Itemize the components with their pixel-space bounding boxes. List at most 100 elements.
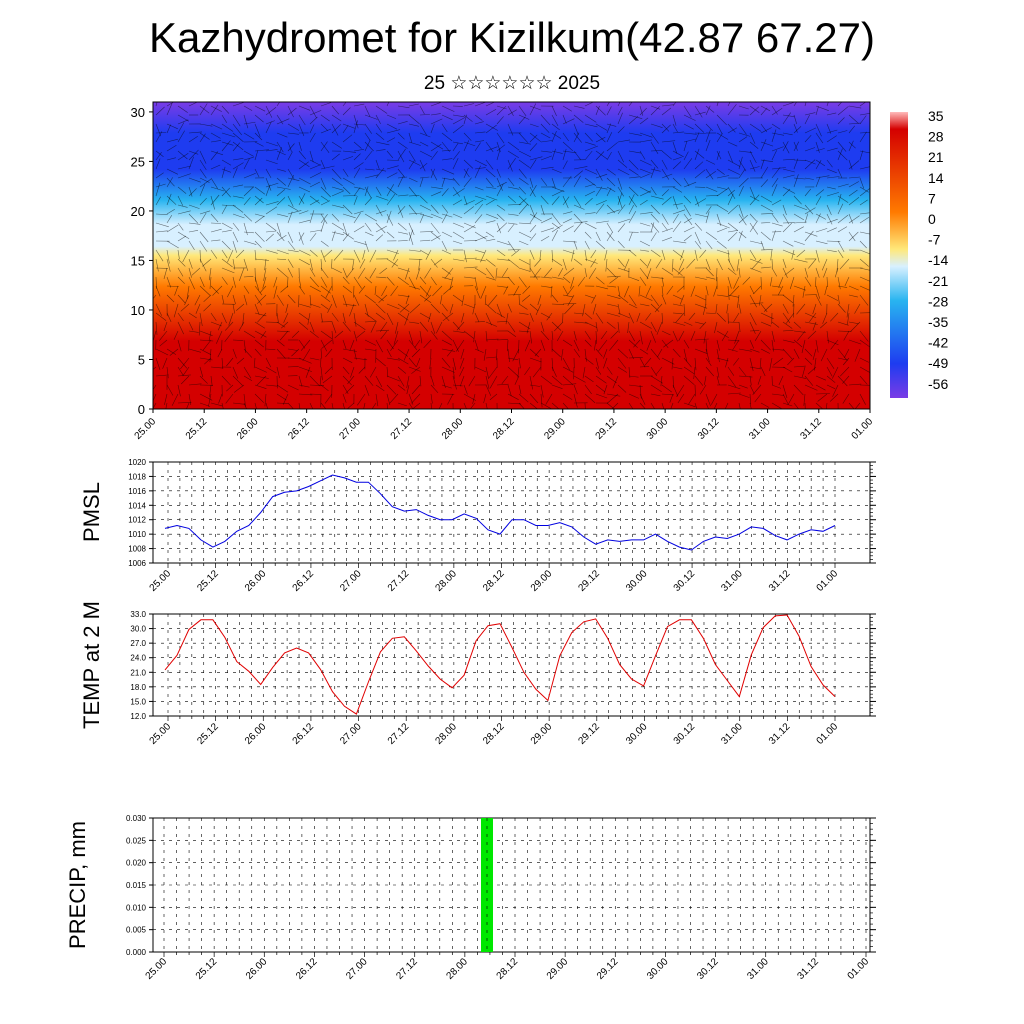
temp-y-tick-label: 18.0 [130, 683, 146, 692]
heatmap-x-tick-label: 29.00 [542, 416, 568, 442]
pmsl-x-tick-label: 27.00 [338, 568, 364, 594]
temp-y-tick-label: 24.0 [130, 654, 146, 663]
temp-x-tick-label: 26.00 [243, 721, 269, 747]
precip-y-tick-label: 0.000 [126, 948, 147, 957]
precip-ylabel: PRECIP, mm [65, 821, 90, 949]
temp-x-tick-label: 31.12 [767, 721, 793, 747]
colorbar [890, 112, 908, 398]
pmsl-y-tick-label: 1014 [128, 501, 146, 510]
precip-x-tick-label: 27.12 [394, 956, 420, 982]
chart-title: Kazhydromet for Kizilkum(42.87 67.27) [149, 14, 875, 61]
temp-x-tick-label: 30.00 [624, 721, 650, 747]
heatmap-x-tick-label: 27.12 [389, 416, 415, 442]
pmsl-y-tick-label: 1008 [128, 545, 146, 554]
pmsl-x-tick-label: 26.00 [243, 568, 269, 594]
colorbar-label: -28 [928, 293, 948, 309]
temp-y-tick-label: 21.0 [130, 668, 146, 677]
precip-x-tick-label: 28.00 [445, 956, 471, 982]
temp-x-tick-label: 27.00 [338, 721, 364, 747]
colorbar-label: 0 [928, 211, 936, 227]
temp-y-tick-label: 33.0 [130, 610, 146, 619]
temp-ylabel: TEMP at 2 M [79, 601, 104, 729]
pmsl-x-tick-label: 30.12 [672, 568, 698, 594]
precip-y-tick-label: 0.010 [126, 903, 147, 912]
precip-y-tick-label: 0.025 [126, 836, 147, 845]
heatmap-y-tick-label: 10 [131, 303, 145, 318]
pmsl-x-tick-label: 28.00 [434, 568, 460, 594]
pmsl-x-tick-label: 31.12 [767, 568, 793, 594]
precip-x-tick-label: 26.00 [244, 956, 270, 982]
pmsl-frame [152, 461, 871, 564]
colorbar-label: 28 [928, 129, 944, 145]
temp-y-tick-label: 12.0 [130, 712, 146, 721]
temp-y-tick-label: 15.0 [130, 697, 146, 706]
pmsl-x-tick-label: 01.00 [815, 568, 841, 594]
heatmap-x-tick-label: 31.00 [747, 416, 773, 442]
pmsl-x-tick-label: 27.12 [386, 568, 412, 594]
heatmap-x-tick-label: 01.00 [850, 416, 876, 442]
colorbar-label: -21 [928, 273, 948, 289]
precip-frame [152, 817, 871, 953]
heatmap-y-tick-label: 5 [138, 352, 145, 367]
temp-x-tick-label: 30.12 [672, 721, 698, 747]
temp-x-tick-label: 29.12 [576, 721, 602, 747]
pmsl-x-tick-label: 29.00 [529, 568, 555, 594]
temp-x-tick-label: 27.12 [386, 721, 412, 747]
heatmap-x-tick-label: 30.00 [645, 416, 671, 442]
precip-x-tick-label: 27.00 [344, 956, 370, 982]
temp-x-tick-label: 25.12 [195, 721, 221, 747]
heatmap-x-tick-label: 28.00 [440, 416, 466, 442]
pmsl-x-tick-label: 29.12 [576, 568, 602, 594]
heatmap-x-tick-label: 25.00 [133, 416, 159, 442]
temp-x-tick-label: 31.00 [719, 721, 745, 747]
colorbar-label: -49 [928, 355, 948, 371]
precip-y-tick-label: 0.015 [126, 881, 147, 890]
temp-x-tick-label: 28.00 [434, 721, 460, 747]
colorbar-label: 7 [928, 190, 936, 206]
pmsl-ylabel: PMSL [79, 482, 104, 542]
heatmap-y-tick-label: 30 [131, 105, 145, 120]
pmsl-y-tick-label: 1006 [128, 559, 146, 568]
temp-x-tick-label: 01.00 [815, 721, 841, 747]
heatmap-x-tick-label: 26.12 [286, 416, 312, 442]
precip-y-tick-label: 0.030 [126, 814, 147, 823]
precip-x-tick-label: 28.12 [495, 956, 521, 982]
pmsl-x-tick-label: 25.12 [195, 568, 221, 594]
colorbar-label: 14 [928, 170, 944, 186]
temp-y-tick-label: 30.0 [130, 625, 146, 634]
temp-y-tick-label: 27.0 [130, 639, 146, 648]
temp-x-tick-label: 28.12 [481, 721, 507, 747]
heatmap-y-tick-label: 20 [131, 204, 145, 219]
colorbar-label: -7 [928, 232, 941, 248]
chart-subtitle: 25 ☆☆☆☆☆☆ 2025 [423, 73, 601, 94]
precip-y-tick-label: 0.020 [126, 859, 147, 868]
temp-x-tick-label: 26.12 [291, 721, 317, 747]
precip-x-tick-label: 31.00 [745, 956, 771, 982]
colorbar-label: -56 [928, 376, 948, 392]
colorbar-label: 35 [928, 108, 944, 124]
precip-x-tick-label: 29.00 [545, 956, 571, 982]
colorbar-label: -42 [928, 335, 948, 351]
heatmap-x-tick-label: 30.12 [696, 416, 722, 442]
precip-x-tick-label: 31.12 [796, 956, 822, 982]
heatmap-x-tick-label: 31.12 [798, 416, 824, 442]
heatmap-x-tick-label: 27.00 [338, 416, 364, 442]
precip-x-tick-label: 25.00 [144, 956, 170, 982]
precip-x-tick-label: 26.12 [294, 956, 320, 982]
colorbar-label: -14 [928, 252, 948, 268]
pmsl-y-tick-label: 1018 [128, 472, 146, 481]
temp-x-tick-label: 29.00 [529, 721, 555, 747]
wind-barbs-overlay [153, 102, 870, 409]
heatmap-x-tick-label: 28.12 [491, 416, 517, 442]
pmsl-x-tick-label: 31.00 [719, 568, 745, 594]
pmsl-y-tick-label: 1012 [128, 516, 146, 525]
colorbar-label: 21 [928, 149, 944, 165]
temp-series-line [164, 614, 836, 715]
colorbar-label: -35 [928, 314, 948, 330]
pmsl-series-line [164, 474, 836, 551]
precip-x-tick-label: 01.00 [846, 956, 872, 982]
heatmap-y-tick-label: 15 [131, 253, 145, 268]
pmsl-x-tick-label: 30.00 [624, 568, 650, 594]
temp-frame [152, 613, 871, 717]
